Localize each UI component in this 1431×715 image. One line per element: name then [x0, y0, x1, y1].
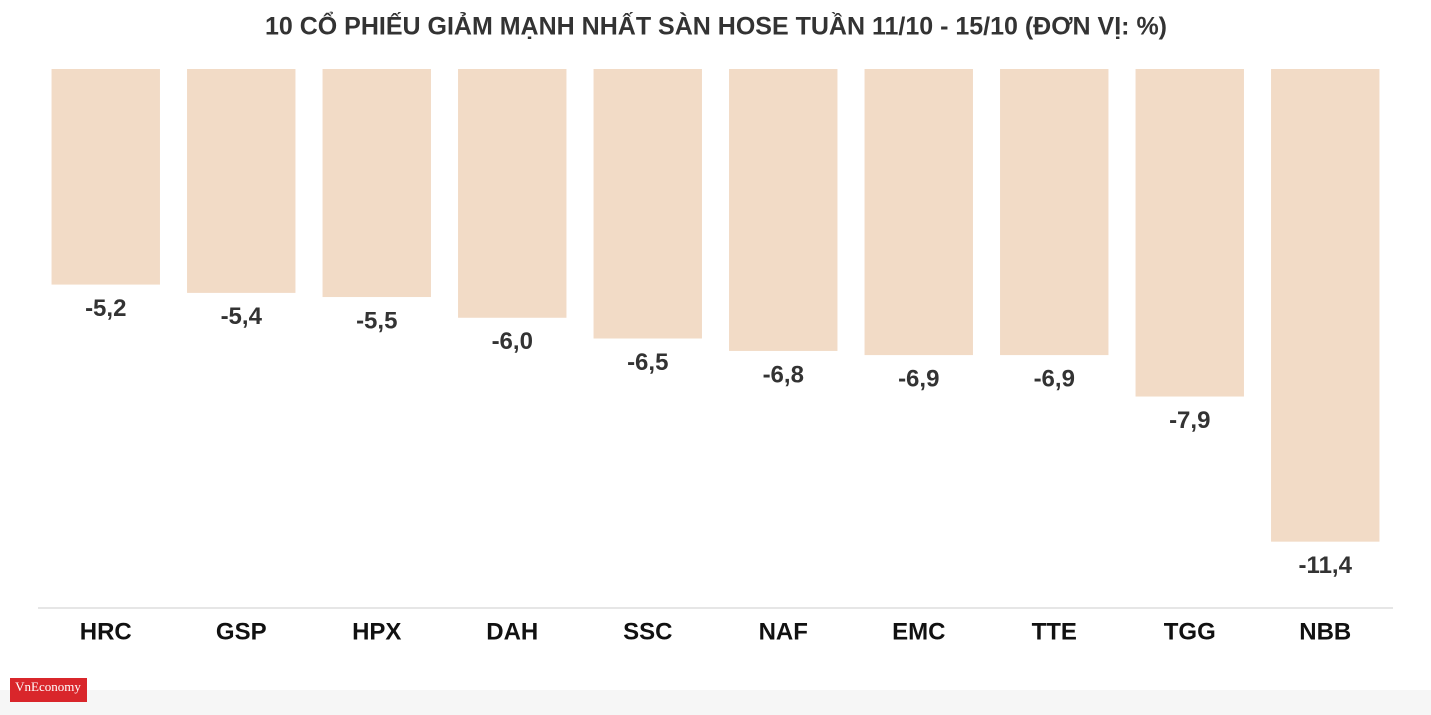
bar: [1135, 69, 1244, 397]
value-label: -5,2: [85, 295, 126, 322]
x-tick-label: TGG: [1164, 618, 1216, 645]
chart-title: 10 CỔ PHIẾU GIẢM MẠNH NHẤT SÀN HOSE TUẦN…: [265, 11, 1167, 41]
footer-band: [0, 690, 1431, 715]
bar: [593, 69, 702, 339]
logo-box: [10, 678, 87, 702]
x-tick-label: HRC: [80, 618, 132, 645]
x-tick-label: EMC: [892, 618, 945, 645]
bar: [187, 69, 296, 293]
x-tick-label: HPX: [352, 618, 401, 645]
x-tick-label: NBB: [1299, 618, 1351, 645]
value-label: -11,4: [1299, 552, 1353, 579]
bar: [864, 69, 973, 356]
logo: VnEconomy: [15, 679, 81, 694]
value-label: -6,0: [492, 328, 533, 355]
bar: [458, 69, 567, 318]
x-tick-label: NAF: [759, 618, 808, 645]
bar: [51, 69, 160, 285]
x-tick-label: GSP: [216, 618, 267, 645]
value-label: -5,5: [356, 307, 397, 334]
x-tick-label: SSC: [623, 618, 672, 645]
bar: [1000, 69, 1109, 356]
value-label: -5,4: [221, 303, 263, 330]
value-label: -6,9: [1034, 365, 1075, 392]
x-tick-label: DAH: [486, 618, 538, 645]
bar: [322, 69, 431, 298]
bar: [729, 69, 838, 351]
x-tick-label: TTE: [1032, 618, 1077, 645]
bar: [1271, 69, 1380, 542]
value-label: -6,9: [898, 365, 939, 392]
value-label: -6,5: [627, 349, 668, 376]
value-label: -7,9: [1169, 407, 1210, 434]
value-label: -6,8: [763, 361, 804, 388]
